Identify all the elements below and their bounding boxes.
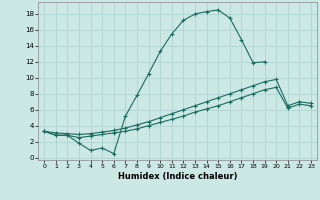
X-axis label: Humidex (Indice chaleur): Humidex (Indice chaleur) [118,172,237,181]
